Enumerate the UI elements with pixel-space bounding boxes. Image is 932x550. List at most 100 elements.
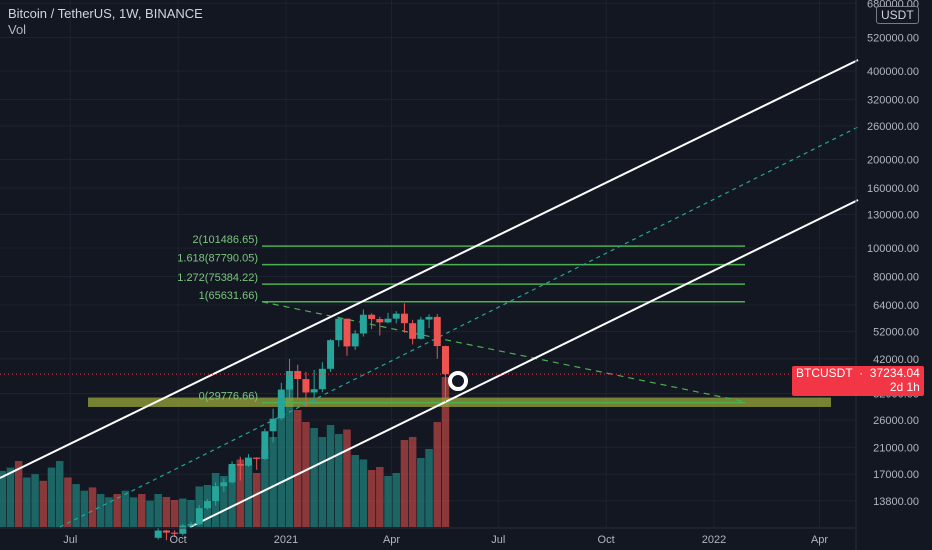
candle-body [392,313,400,319]
last-price-tag: BTCUSDT · 37234.04 2d 1h [792,366,924,397]
volume-bar [425,449,433,527]
volume-bar [55,461,64,527]
candle-body [359,314,367,334]
volume-bar [14,461,23,527]
candle-body [409,323,417,339]
price-tick-label: 42000.00 [873,354,919,366]
candle-body [261,431,269,459]
trend-line-dashed [261,301,746,403]
candle-body [171,532,179,534]
price-tick-label: 80000.00 [873,272,919,284]
volume-bar [64,477,72,527]
price-axis[interactable]: 13800.0017000.0021000.0026000.0032000.00… [855,0,919,550]
fib-level-label: 1.618(87790.05) [177,253,258,265]
volume-bar [343,429,351,527]
volume-bar [441,377,450,527]
price-tick-label: 52000.00 [873,327,919,339]
volume-bar [105,497,113,527]
drawings-back: 0(29776.66) 1(65631.66) 1.272(75384.22) 1.6… [0,59,859,528]
volume-bar [261,449,269,527]
volume-bar [0,470,6,527]
volume-bar [252,473,261,527]
price-tag-countdown: 2d 1h [889,380,920,395]
price-tick-label: 400000.00 [867,66,919,78]
candle-body [187,524,195,526]
price-tick-label: 17000.00 [873,469,919,481]
volume-bars [0,377,450,527]
candle-body [277,389,285,419]
volume-bar [433,422,442,527]
volume-bar [236,459,245,527]
price-tag-symbol: BTCUSDT [796,366,853,381]
volume-bar [285,384,294,527]
volume-bar [293,410,302,527]
candle-body [212,486,220,502]
volume-bar [326,425,335,527]
candle-body [433,316,441,347]
candle-body [203,501,211,509]
symbol-title[interactable]: Bitcoin / TetherUS, 1W, BINANCE [8,6,203,21]
volume-bar [23,477,31,527]
candle-body [343,318,351,347]
candle-body [286,371,294,390]
price-tag-value: 37234.04 [869,366,920,381]
volume-bar [31,474,39,527]
price-tick-label: 680000.00 [867,0,919,10]
price-tick-label: 160000.00 [867,183,919,195]
price-tick-label: 320000.00 [867,95,919,107]
candle-body [179,525,187,534]
volume-bar [228,467,236,527]
channel-lower-line [189,199,859,528]
candle-body [220,482,228,487]
time-tick-label: Jul [491,534,505,546]
volume-bar [162,497,171,527]
volume-bar [376,467,384,527]
price-tick-label: 64000.00 [873,300,919,312]
price-tick-label: 200000.00 [867,155,919,167]
candle-body [244,457,252,466]
candles [154,303,449,541]
currency-button[interactable]: USDT [876,6,919,24]
volume-bar [72,484,80,527]
volume-bar [39,480,48,527]
candle-body [351,333,359,347]
volume-label[interactable]: Vol [8,22,27,37]
time-tick-label: Jul [63,534,77,546]
candle-body [400,313,408,324]
volume-bar [400,440,409,527]
fib-level-label: 2(101486.65) [193,234,258,246]
candle-body [236,464,244,466]
volume-bar [302,422,310,527]
candle-body [302,379,310,393]
chart-legend: Bitcoin / TetherUS, 1W, BINANCE Vol [8,6,203,38]
time-axis[interactable]: Jul Oct 2021 Apr Jul Oct 2022 Apr [0,527,855,546]
volume-bar [170,500,179,527]
volume-bar [310,428,318,527]
time-tick-label: Oct [598,534,615,546]
volume-bar [179,498,187,527]
fib-level-label: 0(29776.66) [199,391,258,403]
candle-body [269,418,277,432]
grid [0,0,855,527]
price-tick-label: 13800.00 [873,496,919,508]
volume-bar [138,494,146,527]
volume-bar [392,473,400,527]
candle-body [441,346,449,375]
candle-body [368,314,376,320]
time-tick-label: 2021 [274,534,298,546]
volume-bar [359,459,368,527]
candle-body [162,530,170,533]
candle-body [195,508,203,525]
time-tick-label: 2022 [702,534,726,546]
candle-body [154,530,162,538]
price-tick-label: 26000.00 [873,415,919,427]
time-tick-label: Apr [383,534,400,546]
volume-bar [384,476,392,527]
volume-bar [277,419,286,527]
candle-body [310,389,318,393]
volume-bar [113,494,121,527]
volume-bar [220,476,228,527]
price-tick-label: 100000.00 [867,243,919,255]
volume-bar [129,497,138,527]
